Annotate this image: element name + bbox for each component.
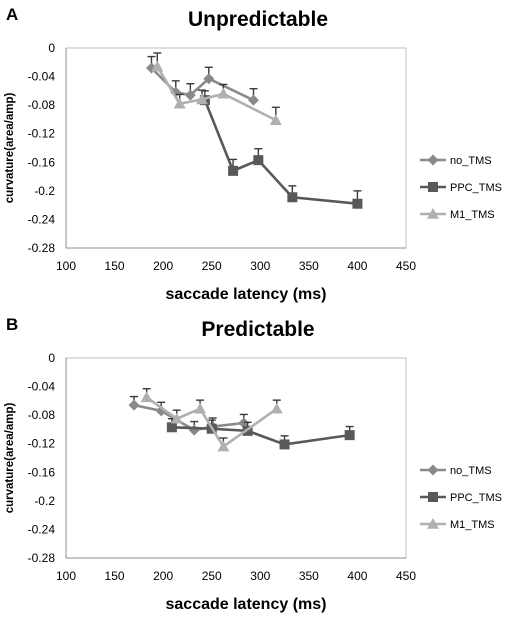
data-point (269, 114, 282, 125)
x-tick-label: 250 (202, 569, 222, 583)
chart-svg-a: A Unpredictable 0 -0.04 -0.08 -0.12 -0.16 -0.2… (4, 5, 502, 303)
legend-label: M1_TMS (450, 519, 495, 531)
y-tick-label: -0.08 (28, 98, 56, 112)
x-tick-label: 300 (250, 569, 270, 583)
series-line (133, 403, 244, 432)
data-point (238, 417, 250, 429)
legend-label: no_TMS (450, 155, 492, 167)
series-M1_TMS (151, 52, 282, 125)
series-M1_TMS (140, 388, 283, 452)
data-point (228, 165, 239, 176)
data-point (194, 402, 207, 414)
y-tick-label: -0.28 (28, 551, 56, 565)
data-point (279, 439, 290, 450)
legend-marker (427, 464, 439, 476)
y-tick-label: -0.08 (28, 408, 56, 422)
plot-area (65, 357, 407, 559)
legend-marker (427, 154, 439, 166)
y-tick-label: 0 (48, 41, 55, 55)
y-tick-label: -0.04 (28, 380, 56, 394)
x-axis-title: saccade latency (ms) (166, 596, 327, 613)
data-point (253, 155, 264, 166)
x-tick-label: 400 (347, 569, 367, 583)
chart-panel-b: B Predictable 0 -0.04 -0.08 -0.12 -0.16 -0.2 -0… (0, 310, 510, 620)
plot-area (65, 47, 407, 249)
x-tick-label: 100 (56, 569, 76, 583)
x-tick-label: 400 (347, 259, 367, 273)
data-point (151, 60, 164, 72)
data-point (128, 399, 140, 411)
data-point (166, 422, 177, 433)
legend-label: M1_TMS (450, 209, 495, 221)
series-PPC_TMS (199, 90, 363, 209)
x-tick-label: 150 (105, 259, 125, 273)
y-tick-label: -0.12 (28, 437, 56, 451)
y-tick-label: -0.12 (28, 127, 56, 141)
chart-panel-a: A Unpredictable 0 -0.04 -0.08 -0.12 -0.16 -0.2… (0, 0, 510, 310)
chart-svg-b: B Predictable 0 -0.04 -0.08 -0.12 -0.16 -0.2 -0… (4, 315, 502, 613)
panel-label-b: B (6, 315, 18, 334)
x-tick-label: 350 (299, 569, 319, 583)
data-point (188, 424, 200, 436)
legend-label: no_TMS (450, 465, 492, 477)
series-line (203, 99, 358, 206)
x-tick-label: 100 (56, 259, 76, 273)
legend-label: PPC_TMS (450, 182, 502, 194)
x-tick-label: 150 (105, 569, 125, 583)
data-point (203, 73, 215, 85)
data-point (140, 391, 153, 403)
data-point (352, 198, 363, 209)
x-tick-label: 350 (299, 259, 319, 273)
y-tick-label: -0.24 (28, 522, 56, 536)
legend-marker (428, 182, 438, 192)
data-point (247, 94, 259, 106)
legend-label: PPC_TMS (450, 492, 502, 504)
y-tick-label: -0.04 (28, 70, 56, 84)
y-axis-title: curvature(area/amp) (4, 403, 16, 514)
legend-marker (428, 492, 438, 502)
data-point (184, 89, 196, 101)
data-point (173, 97, 186, 109)
data-point (217, 440, 230, 452)
chart-title: Unpredictable (188, 8, 328, 31)
y-tick-label: -0.28 (28, 241, 56, 255)
data-point (170, 412, 183, 424)
x-axis-title: saccade latency (ms) (166, 286, 327, 303)
x-tick-label: 200 (153, 569, 173, 583)
data-point (270, 402, 283, 414)
y-tick-label: -0.2 (34, 184, 55, 198)
x-tick-label: 300 (250, 259, 270, 273)
y-tick-label: -0.16 (28, 465, 56, 479)
data-point (196, 93, 208, 105)
y-tick-label: -0.2 (34, 494, 55, 508)
x-tick-label: 450 (396, 259, 416, 273)
data-point (344, 430, 355, 441)
legend: no_TMS PPC_TMS M1_TMS (420, 464, 502, 531)
y-tick-label: 0 (48, 351, 55, 365)
legend-marker (427, 208, 439, 219)
y-tick-label: -0.16 (28, 155, 56, 169)
data-point (287, 192, 298, 203)
panel-label-a: A (6, 5, 18, 24)
legend-marker (427, 518, 439, 529)
y-tick-label: -0.24 (28, 212, 56, 226)
data-point (217, 87, 230, 99)
chart-title: Predictable (201, 318, 314, 341)
y-axis-title: curvature(area/amp) (4, 93, 16, 204)
x-tick-label: 200 (153, 259, 173, 273)
x-tick-label: 250 (202, 259, 222, 273)
legend: no_TMS PPC_TMS M1_TMS (420, 154, 502, 221)
x-tick-label: 450 (396, 569, 416, 583)
